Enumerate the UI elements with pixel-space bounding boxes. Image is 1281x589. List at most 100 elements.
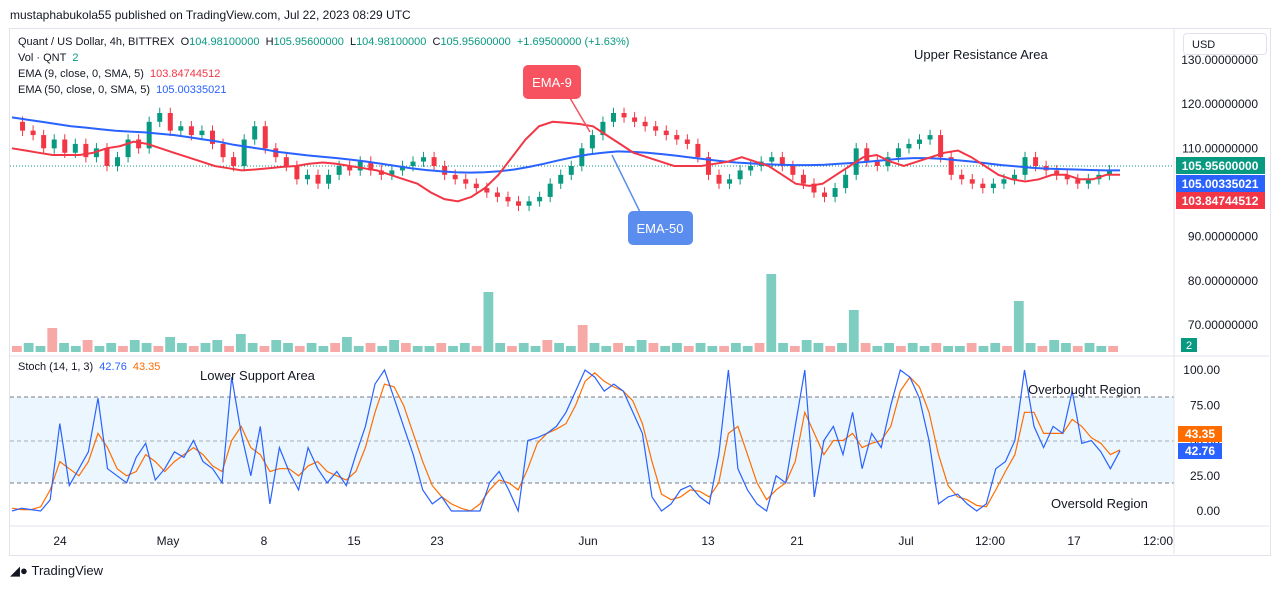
volume-bar	[306, 343, 317, 352]
candle-body	[980, 183, 986, 189]
volume-bar	[141, 343, 152, 352]
ema50-value: 105.00335021	[156, 84, 227, 96]
candle-body	[262, 126, 268, 149]
volume-bar	[624, 346, 635, 352]
tradingview-logo[interactable]: ◢● TradingView	[10, 563, 103, 579]
upper-resistance-label: Upper Resistance Area	[914, 47, 1048, 62]
volume-bar	[884, 343, 895, 352]
volume-bar	[636, 340, 647, 352]
candle-body	[1001, 179, 1007, 184]
stoch-k-badge-text: 42.76	[1185, 444, 1215, 458]
volume-bar	[601, 346, 612, 352]
candle-body	[505, 196, 511, 202]
candle-body	[473, 183, 479, 189]
volume-bar	[1002, 346, 1012, 352]
candle-body	[410, 161, 416, 166]
candle-body	[843, 174, 849, 189]
volume-bar	[943, 346, 953, 352]
candle-body	[959, 174, 965, 180]
candle-body	[326, 174, 332, 184]
candle-body	[832, 188, 838, 197]
volume-bar	[907, 343, 918, 352]
candle-body	[494, 192, 500, 197]
ema9-label[interactable]: EMA (9, close, 0, SMA, 5)	[18, 68, 144, 80]
ema9-badge	[1176, 192, 1265, 209]
candle-body	[779, 157, 785, 166]
volume-bar	[660, 346, 671, 352]
currency-selector[interactable]: USD	[1183, 33, 1267, 55]
candle-body	[695, 143, 701, 158]
candle-body	[885, 157, 891, 166]
volume-bar	[1108, 346, 1118, 352]
candle-body	[663, 130, 669, 136]
candle-body	[283, 157, 289, 166]
stoch-label[interactable]: Stoch (14, 1, 3)	[18, 361, 94, 373]
volume-bar	[23, 343, 34, 352]
volume-bar	[577, 325, 588, 352]
ema50-callout-box[interactable]	[628, 211, 693, 245]
ema50-badge	[1176, 175, 1265, 192]
tv-logo-icon: ◢●	[10, 563, 28, 578]
price-tick-label: 130.00000000	[1181, 53, 1258, 67]
candle-body	[895, 148, 901, 158]
time-axis[interactable]: 24 May 8 15 23 Jun 13 21 Jul 12:00 17 12:00	[53, 534, 1173, 548]
candle-body	[294, 166, 300, 180]
volume-bar	[483, 292, 494, 352]
candle-body	[642, 121, 648, 127]
candle-body	[273, 148, 279, 158]
symbol-title[interactable]: Quant / US Dollar, 4h, BITTREX	[18, 36, 175, 48]
candle-body	[547, 183, 553, 197]
candle-body	[442, 166, 448, 175]
candle-body	[811, 183, 817, 193]
candle-body	[336, 166, 342, 175]
volume-bar	[412, 346, 423, 352]
volume-bar	[259, 346, 270, 352]
tv-brand-text: TradingView	[31, 563, 104, 578]
volume-bar	[589, 343, 600, 352]
candle-body	[209, 130, 215, 144]
volume-badge-text: 2	[1186, 340, 1192, 352]
volume-bar	[495, 343, 506, 352]
candle-body	[241, 139, 247, 166]
volume-bar	[860, 343, 871, 352]
volume-label[interactable]: Vol · QNT	[18, 52, 67, 64]
time-tick-label: 12:00	[1143, 534, 1173, 548]
volume-bar	[530, 346, 541, 352]
candle-body	[252, 126, 258, 140]
ema50-label[interactable]: EMA (50, close, 0, SMA, 5)	[18, 84, 151, 96]
candle-body	[874, 161, 880, 166]
candle-body	[822, 192, 828, 197]
volume-bar	[613, 343, 623, 352]
volume-bar	[70, 346, 81, 352]
volume-bars	[12, 274, 1118, 352]
volume-bar	[1072, 346, 1083, 352]
candle-body	[1054, 170, 1060, 175]
candle-body	[463, 179, 469, 184]
volume-bar	[165, 337, 176, 352]
time-tick-label: 12:00	[975, 534, 1005, 548]
volume-bar	[731, 343, 741, 352]
volume-bar	[542, 340, 553, 352]
overbought-label: Overbought Region	[1028, 382, 1141, 397]
candle-body	[41, 135, 47, 149]
candle-body	[800, 174, 806, 184]
time-tick-label: 8	[261, 534, 268, 548]
ema9-callout-box[interactable]	[523, 65, 581, 99]
price-tick-label: 110.00000000	[1182, 141, 1258, 155]
volume-bar	[318, 346, 329, 352]
volume-legend: Vol · QNT 2	[18, 51, 81, 66]
volume-bar	[271, 340, 282, 352]
candle-body	[83, 143, 89, 158]
ema50-callout-pointer	[611, 154, 641, 213]
candle-body	[1022, 157, 1028, 175]
candle-body	[610, 113, 616, 122]
volume-bar	[978, 346, 989, 352]
volume-bar	[342, 337, 352, 352]
volume-bar	[695, 343, 706, 352]
candles	[20, 107, 1112, 212]
volume-bar	[330, 343, 341, 352]
volume-bar	[12, 346, 22, 352]
stoch-tick-label: 25.00	[1190, 469, 1220, 483]
